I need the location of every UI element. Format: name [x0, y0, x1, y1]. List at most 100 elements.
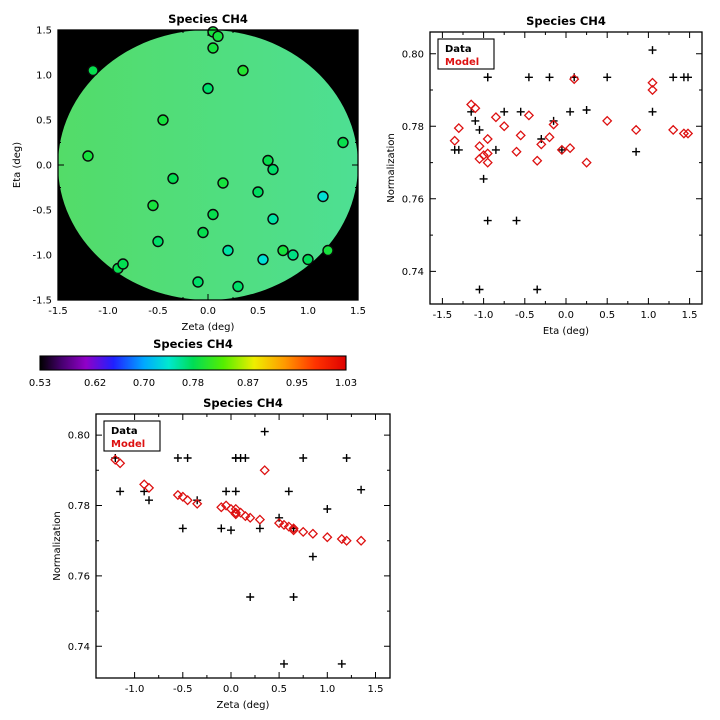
- source-marker-circle: [317, 190, 329, 203]
- source-marker-circle: [217, 177, 229, 189]
- model-point-diamond: [536, 139, 547, 150]
- source-marker-circle: [147, 199, 159, 212]
- model-point-diamond: [322, 532, 333, 543]
- x-tick-label: -0.5: [515, 310, 535, 321]
- y-tick-label: -1.5: [32, 296, 52, 307]
- source-marker-circle: [212, 30, 224, 42]
- x-tick-label: 1.5: [682, 310, 698, 321]
- x-tick-label: 1.5: [350, 306, 366, 317]
- model-point-diamond: [682, 128, 694, 139]
- data-point-plus: [500, 107, 509, 116]
- data-point-plus: [475, 125, 484, 134]
- source-marker-circle: [167, 172, 179, 185]
- data-point-plus: [603, 73, 612, 82]
- model-point-diamond: [602, 115, 613, 127]
- data-point-plus: [533, 285, 542, 294]
- model-point-diamond: [532, 155, 543, 166]
- data-point-plus: [116, 487, 125, 496]
- legend-data-label: Data: [111, 426, 138, 437]
- model-point-diamond: [647, 77, 658, 88]
- plot-box: [95, 413, 391, 679]
- x-tick-label: 0.0: [200, 306, 216, 317]
- model-point-diamond: [298, 526, 309, 538]
- data-point-plus: [632, 147, 641, 156]
- source-marker-circle: [197, 226, 209, 239]
- data-point-plus: [241, 454, 250, 462]
- colorbar-tick-label: 0.87: [237, 378, 259, 389]
- chart-title: Species CH4: [203, 396, 283, 410]
- model-point-diamond: [668, 124, 679, 136]
- x-tick-label: 1.5: [368, 684, 384, 695]
- y-tick-label: -1.0: [32, 251, 52, 262]
- y-tick-label: 1.5: [36, 26, 52, 37]
- model-point-diamond: [307, 528, 319, 539]
- data-point-plus: [222, 487, 231, 496]
- data-point-plus: [357, 485, 366, 494]
- model-point-diamond: [220, 500, 232, 511]
- colorbar-tick-label: 0.95: [286, 378, 308, 389]
- y-tick-label: 0.76: [402, 194, 424, 205]
- norm-vs-eta-panel: -1.5 -1.0 -0.5 0.0 0.5 1.0 1.5 0.74 0.76 0.78 0.80…: [386, 14, 703, 337]
- model-point-diamond: [511, 146, 522, 157]
- data-point-plus: [260, 427, 269, 436]
- y-tick-label: 0.78: [402, 122, 424, 133]
- model-point-diamond: [548, 119, 559, 130]
- source-marker-circle: [87, 64, 99, 77]
- model-point-diamond: [216, 502, 227, 513]
- data-point-plus: [289, 593, 298, 601]
- x-tick-label: 1.0: [300, 306, 316, 317]
- model-point-diamond: [490, 112, 502, 123]
- legend-model-label: Model: [111, 439, 145, 450]
- model-point-diamond: [245, 512, 256, 523]
- norm-vs-zeta-panel: -1.0 -0.5 0.0 0.5 1.0 1.5 0.74 0.76 0.78 0.80 Spec…: [52, 396, 391, 711]
- model-point-diamond: [482, 148, 493, 159]
- legend-model-label: Model: [445, 57, 479, 68]
- x-axis-label: Zeta (deg): [182, 322, 235, 333]
- model-point-diamond: [544, 132, 555, 143]
- y-tick-label: 0.76: [68, 571, 90, 582]
- data-point-plus: [227, 526, 235, 535]
- model-point-diamond: [564, 142, 576, 154]
- model-point-diamond: [569, 73, 580, 85]
- data-point-plus: [479, 174, 488, 183]
- data-point-plus: [483, 73, 492, 82]
- model-point-diamond: [647, 84, 658, 96]
- data-point-plus: [475, 285, 484, 294]
- model-point-diamond: [523, 110, 535, 121]
- model-point-diamond: [482, 133, 493, 145]
- model-point-diamond: [143, 482, 155, 494]
- data-point-plus: [246, 593, 255, 601]
- source-marker-circle: [207, 42, 219, 54]
- data-point-plus: [231, 487, 240, 496]
- data-point-plus: [566, 107, 575, 116]
- chart-title: Species CH4: [526, 14, 606, 28]
- x-tick-label: 0.0: [558, 310, 574, 321]
- source-marker-circle: [152, 235, 164, 248]
- model-point-diamond: [114, 458, 126, 469]
- data-point-plus: [217, 524, 226, 533]
- data-point-plus: [483, 216, 492, 225]
- model-point-diamond: [355, 535, 367, 546]
- source-marker-circle: [267, 213, 279, 225]
- model-point-diamond: [192, 498, 203, 509]
- source-marker-circle: [192, 276, 204, 288]
- y-tick-label: 1.0: [36, 71, 52, 82]
- model-point-diamond: [139, 479, 150, 490]
- model-point-diamond: [482, 157, 493, 168]
- legend-data-label: Data: [445, 44, 472, 55]
- model-point-diamond: [273, 517, 285, 529]
- model-point-diamond: [288, 525, 299, 536]
- x-tick-label: -0.5: [173, 684, 193, 695]
- data-point-plus: [284, 487, 293, 496]
- source-marker-circle: [262, 154, 274, 167]
- model-point-diamond: [515, 130, 526, 141]
- legend-box: [103, 420, 161, 452]
- chart-title: Species CH4: [168, 12, 248, 26]
- model-point-diamond: [283, 521, 294, 532]
- y-tick-label: 0.80: [68, 431, 90, 442]
- x-tick-label: 1.0: [640, 310, 656, 321]
- colorbar-panel: Species CH4 0.53 0.62 0.70 0.78 0.87 0.95 1.03: [29, 337, 357, 389]
- colorbar-tick-label: 0.62: [84, 378, 106, 389]
- data-point-plus: [308, 552, 317, 561]
- source-marker-circle: [287, 249, 299, 261]
